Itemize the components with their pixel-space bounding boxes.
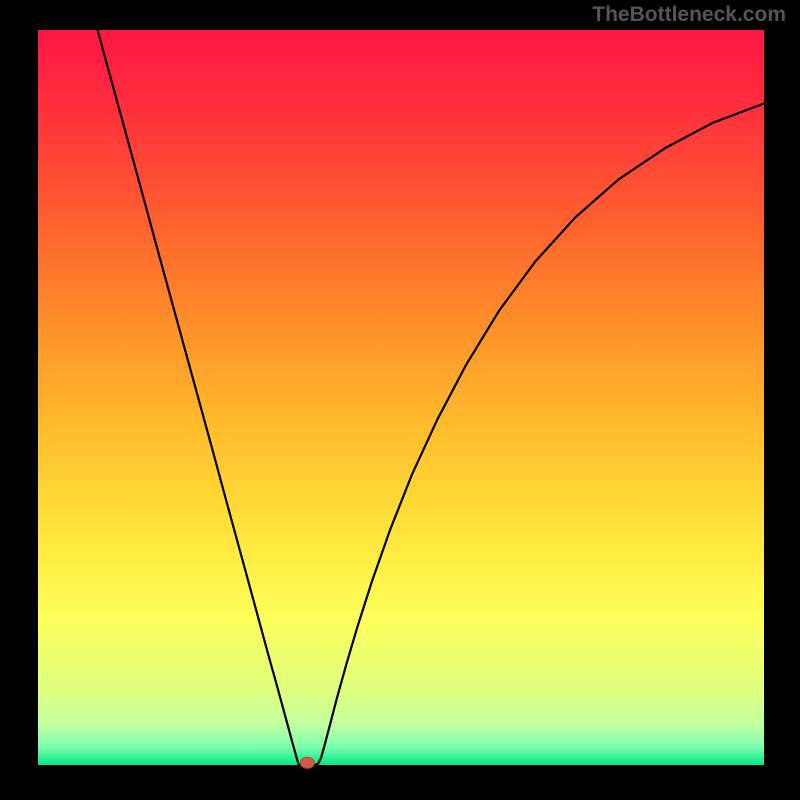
- bottleneck-curve-chart: [0, 0, 800, 800]
- watermark-text: TheBottleneck.com: [592, 3, 786, 27]
- plot-area-gradient: [38, 30, 764, 765]
- chart-container: TheBottleneck.com: [0, 0, 800, 800]
- optimal-point-marker: [300, 757, 314, 768]
